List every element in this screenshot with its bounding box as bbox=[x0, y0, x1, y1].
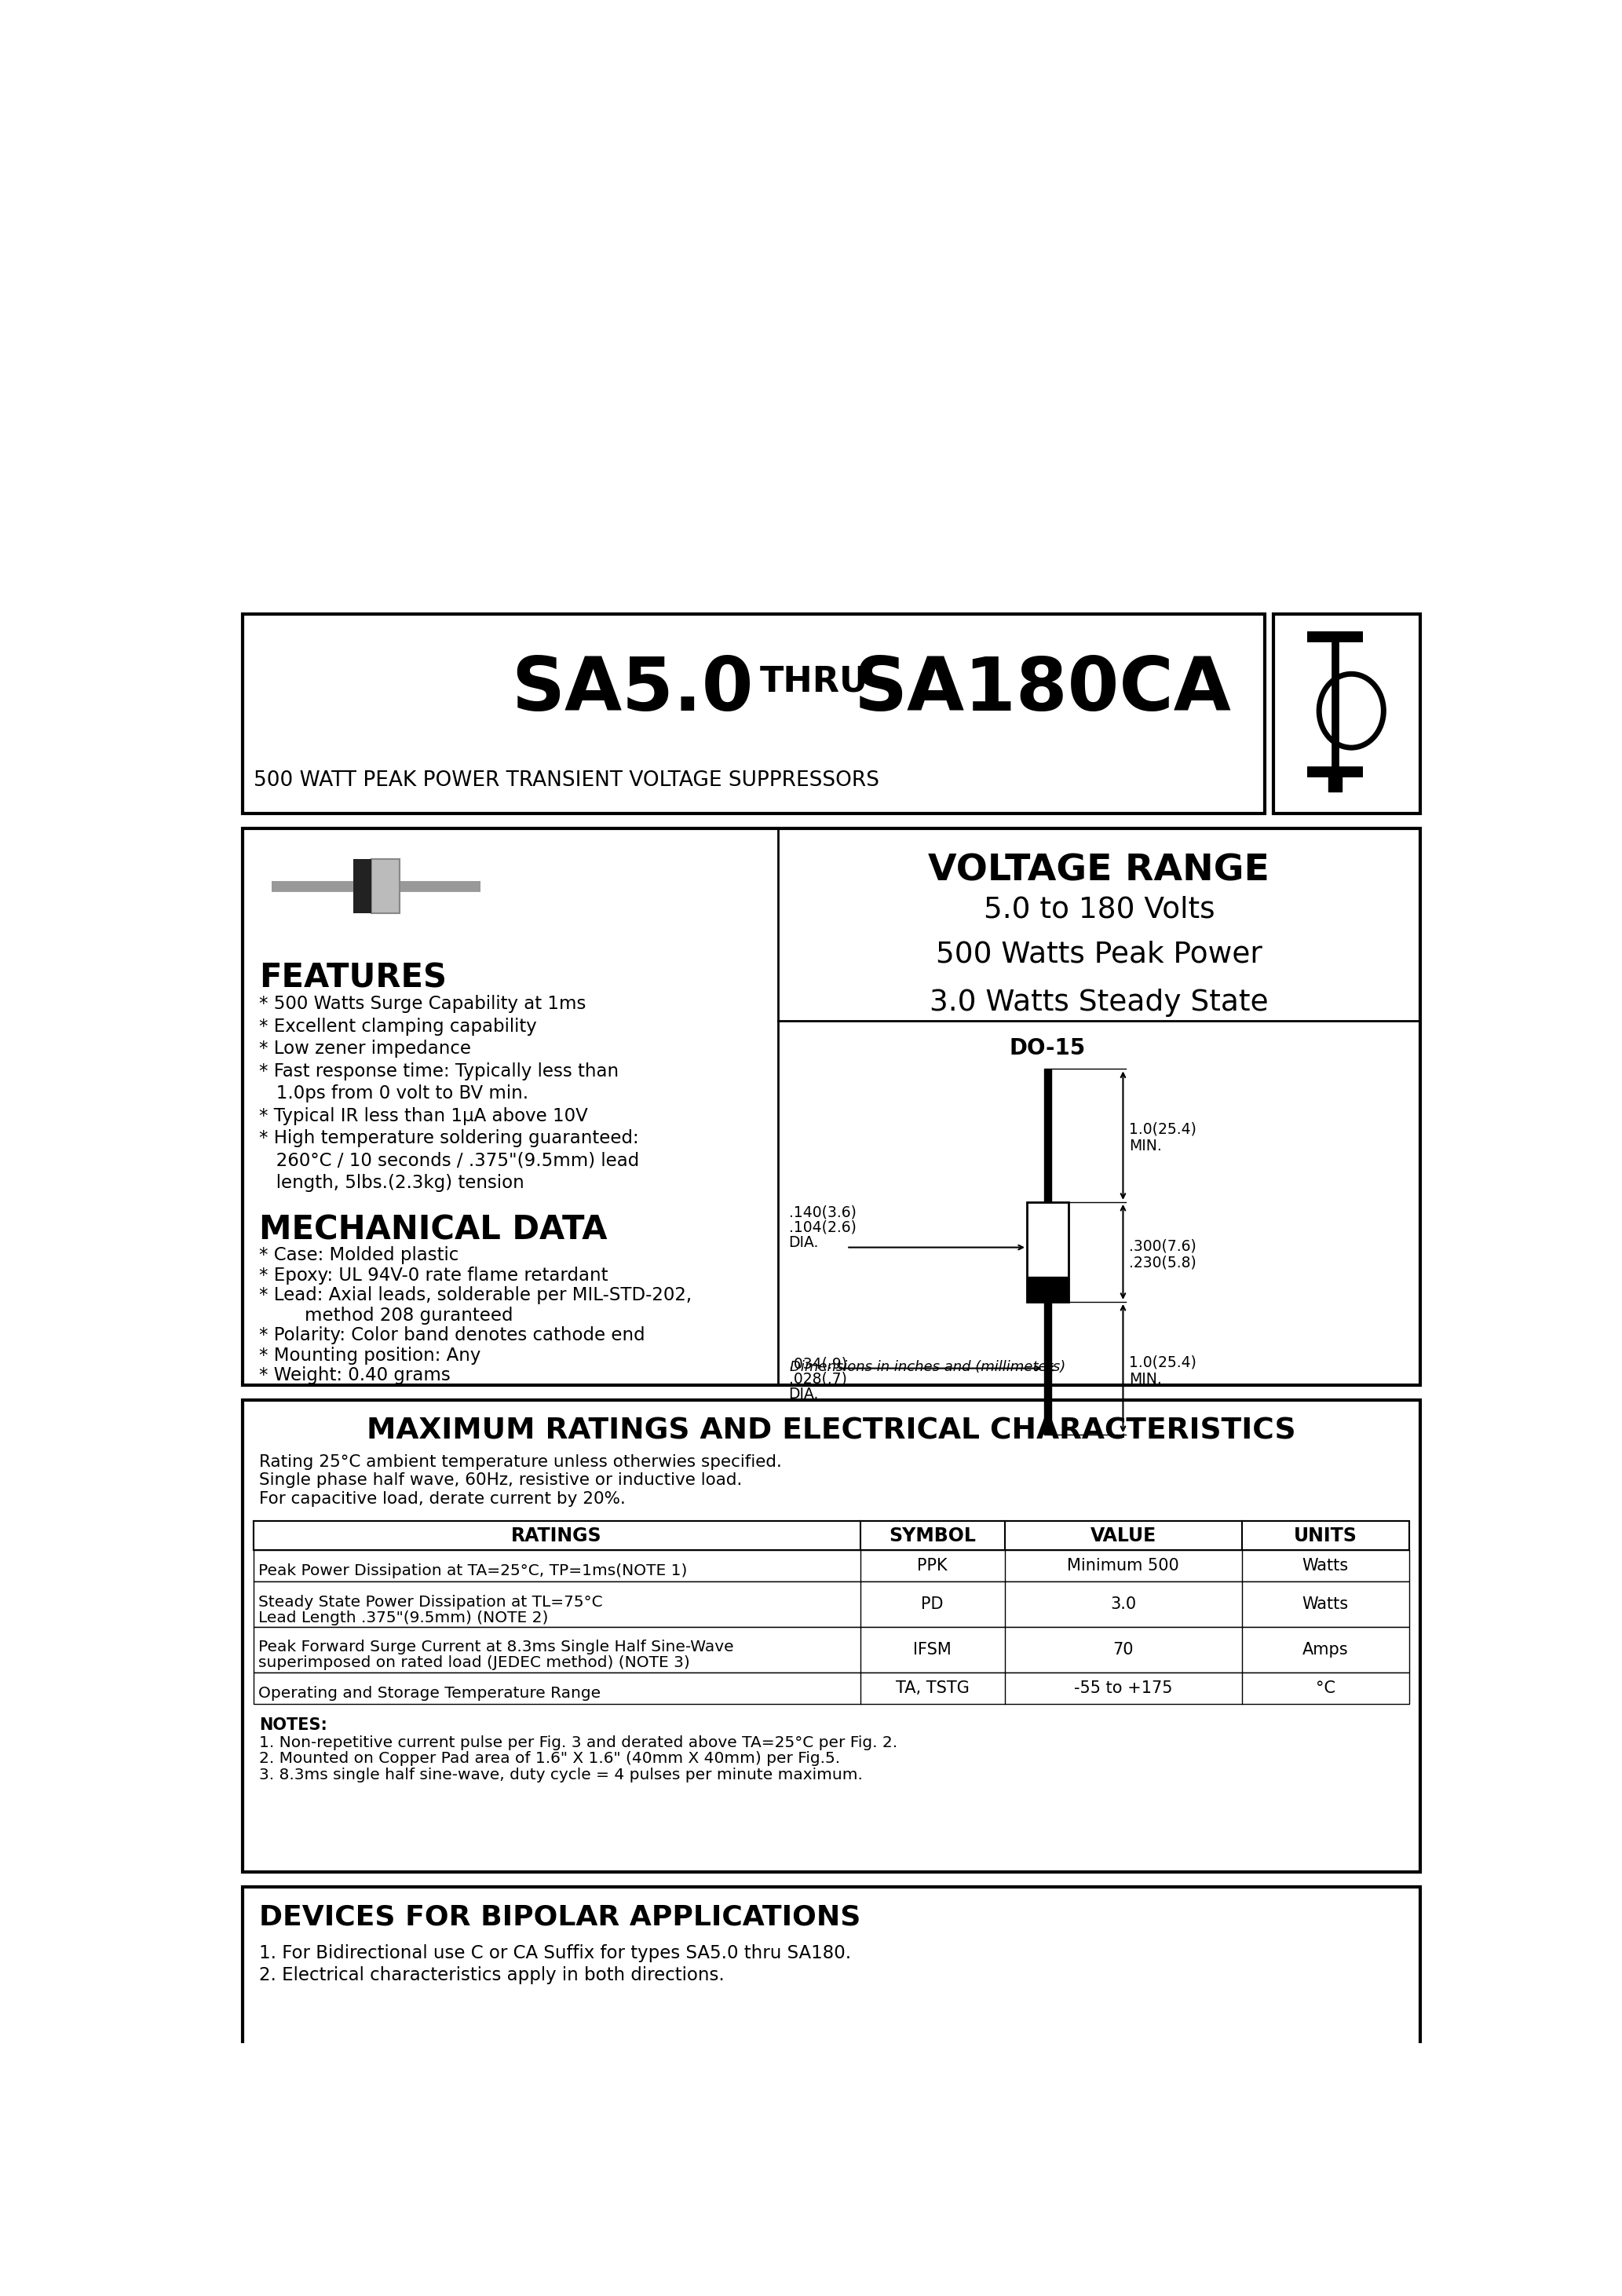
Text: UNITS: UNITS bbox=[1294, 1527, 1358, 1545]
Bar bbox=[242, 829, 1421, 1384]
Text: Watts: Watts bbox=[1302, 1596, 1350, 1612]
Text: Operating and Storage Temperature Range: Operating and Storage Temperature Range bbox=[258, 1685, 600, 1701]
Text: °C: °C bbox=[1315, 1681, 1335, 1697]
Bar bbox=[1328, 776, 1341, 792]
Text: IFSM: IFSM bbox=[913, 1642, 952, 1658]
Text: * Weight: 0.40 grams: * Weight: 0.40 grams bbox=[260, 1366, 451, 1384]
Text: MAXIMUM RATINGS AND ELECTRICAL CHARACTERISTICS: MAXIMUM RATINGS AND ELECTRICAL CHARACTER… bbox=[367, 1417, 1296, 1444]
Text: DEVICES FOR BIPOLAR APPLICATIONS: DEVICES FOR BIPOLAR APPLICATIONS bbox=[260, 1903, 861, 1931]
Text: 1.0ps from 0 volt to BV min.: 1.0ps from 0 volt to BV min. bbox=[260, 1084, 529, 1102]
Text: method 208 guranteed: method 208 guranteed bbox=[260, 1306, 513, 1325]
Text: SYMBOL: SYMBOL bbox=[889, 1527, 976, 1545]
Bar bbox=[253, 1520, 1410, 1550]
Text: RATINGS: RATINGS bbox=[511, 1527, 602, 1545]
Text: Peak Forward Surge Current at 8.3ms Single Half Sine-Wave: Peak Forward Surge Current at 8.3ms Sing… bbox=[258, 1639, 733, 1655]
Text: * Typical IR less than 1μA above 10V: * Typical IR less than 1μA above 10V bbox=[260, 1107, 589, 1125]
Text: MECHANICAL DATA: MECHANICAL DATA bbox=[260, 1212, 608, 1247]
Text: Minimum 500: Minimum 500 bbox=[1067, 1559, 1179, 1573]
Text: 260°C / 10 seconds / .375"(9.5mm) lead: 260°C / 10 seconds / .375"(9.5mm) lead bbox=[260, 1153, 639, 1169]
Text: * Fast response time: Typically less than: * Fast response time: Typically less tha… bbox=[260, 1063, 620, 1079]
Ellipse shape bbox=[1319, 675, 1384, 748]
Text: * High temperature soldering guaranteed:: * High temperature soldering guaranteed: bbox=[260, 1130, 639, 1148]
Text: * Low zener impedance: * Low zener impedance bbox=[260, 1040, 472, 1058]
Text: .028(.7): .028(.7) bbox=[788, 1371, 847, 1387]
Text: .300(7.6): .300(7.6) bbox=[1129, 1238, 1197, 1254]
Text: 500 WATT PEAK POWER TRANSIENT VOLTAGE SUPPRESSORS: 500 WATT PEAK POWER TRANSIENT VOLTAGE SU… bbox=[253, 769, 879, 790]
Text: 1. For Bidirectional use C or CA Suffix for types SA5.0 thru SA180.: 1. For Bidirectional use C or CA Suffix … bbox=[260, 1945, 852, 1963]
Text: DIA.: DIA. bbox=[788, 1235, 819, 1251]
Text: 1. Non-repetitive current pulse per Fig. 3 and derated above TA=25°C per Fig. 2.: 1. Non-repetitive current pulse per Fig.… bbox=[260, 1736, 897, 1750]
Bar bbox=[253, 1582, 1410, 1628]
Text: 2. Mounted on Copper Pad area of 1.6" X 1.6" (40mm X 40mm) per Fig.5.: 2. Mounted on Copper Pad area of 1.6" X … bbox=[260, 1752, 840, 1766]
Bar bbox=[253, 1628, 1410, 1671]
Bar bbox=[354, 859, 371, 914]
Text: Dimensions in inches and (millimeters): Dimensions in inches and (millimeters) bbox=[790, 1359, 1066, 1373]
Text: Watts: Watts bbox=[1302, 1559, 1350, 1573]
Text: 2. Electrical characteristics apply in both directions.: 2. Electrical characteristics apply in b… bbox=[260, 1965, 725, 1984]
Text: Single phase half wave, 60Hz, resistive or inductive load.: Single phase half wave, 60Hz, resistive … bbox=[260, 1472, 743, 1488]
Text: DIA.: DIA. bbox=[788, 1387, 819, 1401]
Text: TA, TSTG: TA, TSTG bbox=[895, 1681, 970, 1697]
Text: 3.0: 3.0 bbox=[1109, 1596, 1135, 1612]
Text: * Epoxy: UL 94V-0 rate flame retardant: * Epoxy: UL 94V-0 rate flame retardant bbox=[260, 1267, 608, 1283]
Bar bbox=[253, 1550, 1410, 1582]
Text: Steady State Power Dissipation at TL=75°C: Steady State Power Dissipation at TL=75°… bbox=[258, 1593, 602, 1609]
Text: * Excellent clamping capability: * Excellent clamping capability bbox=[260, 1017, 537, 1035]
Bar bbox=[1027, 1203, 1069, 1302]
Text: Lead Length .375"(9.5mm) (NOTE 2): Lead Length .375"(9.5mm) (NOTE 2) bbox=[258, 1609, 548, 1626]
Text: * 500 Watts Surge Capability at 1ms: * 500 Watts Surge Capability at 1ms bbox=[260, 994, 586, 1013]
Text: VOLTAGE RANGE: VOLTAGE RANGE bbox=[928, 852, 1270, 889]
Text: Amps: Amps bbox=[1302, 1642, 1348, 1658]
Text: SA180CA: SA180CA bbox=[853, 654, 1231, 726]
Text: PD: PD bbox=[921, 1596, 944, 1612]
Text: 5.0 to 180 Volts: 5.0 to 180 Volts bbox=[983, 895, 1215, 923]
Text: superimposed on rated load (JEDEC method) (NOTE 3): superimposed on rated load (JEDEC method… bbox=[258, 1655, 689, 1671]
Text: * Polarity: Color band denotes cathode end: * Polarity: Color band denotes cathode e… bbox=[260, 1327, 646, 1345]
Text: 1.0(25.4): 1.0(25.4) bbox=[1129, 1123, 1197, 1137]
Text: .104(2.6): .104(2.6) bbox=[788, 1219, 856, 1235]
Text: 1.0(25.4): 1.0(25.4) bbox=[1129, 1355, 1197, 1371]
Text: -55 to +175: -55 to +175 bbox=[1074, 1681, 1173, 1697]
Text: * Case: Molded plastic: * Case: Molded plastic bbox=[260, 1247, 459, 1265]
Text: 3. 8.3ms single half sine-wave, duty cycle = 4 pulses per minute maximum.: 3. 8.3ms single half sine-wave, duty cyc… bbox=[260, 1768, 863, 1782]
Bar bbox=[371, 859, 399, 914]
Text: .140(3.6): .140(3.6) bbox=[788, 1205, 856, 1219]
Text: .230(5.8): .230(5.8) bbox=[1129, 1256, 1197, 1270]
Bar bbox=[1045, 1302, 1051, 1435]
Text: DO-15: DO-15 bbox=[1009, 1038, 1085, 1058]
Bar bbox=[1273, 613, 1421, 813]
Text: FEATURES: FEATURES bbox=[260, 962, 448, 994]
Text: 500 Watts Peak Power: 500 Watts Peak Power bbox=[936, 941, 1262, 969]
Text: PPK: PPK bbox=[918, 1559, 947, 1573]
Text: Peak Power Dissipation at TA=25°C, TP=1ms(NOTE 1): Peak Power Dissipation at TA=25°C, TP=1m… bbox=[258, 1564, 688, 1577]
Bar bbox=[1027, 1277, 1069, 1302]
Text: SA5.0: SA5.0 bbox=[511, 654, 753, 726]
Text: 70: 70 bbox=[1113, 1642, 1134, 1658]
Text: .034(.9): .034(.9) bbox=[788, 1357, 847, 1371]
Text: For capacitive load, derate current by 20%.: For capacitive load, derate current by 2… bbox=[260, 1490, 626, 1506]
Text: * Mounting position: Any: * Mounting position: Any bbox=[260, 1345, 482, 1364]
Bar bbox=[253, 1671, 1410, 1704]
Bar bbox=[242, 1887, 1421, 2057]
Bar bbox=[242, 613, 1265, 813]
Text: MIN.: MIN. bbox=[1129, 1139, 1161, 1155]
Text: VALUE: VALUE bbox=[1090, 1527, 1156, 1545]
Text: MIN.: MIN. bbox=[1129, 1371, 1161, 1387]
Bar bbox=[1045, 1070, 1051, 1203]
Bar bbox=[253, 1520, 1410, 1550]
Text: 3.0 Watts Steady State: 3.0 Watts Steady State bbox=[929, 990, 1268, 1017]
Text: NOTES:: NOTES: bbox=[260, 1717, 328, 1733]
Bar bbox=[242, 1401, 1421, 1871]
Text: * Lead: Axial leads, solderable per MIL-STD-202,: * Lead: Axial leads, solderable per MIL-… bbox=[260, 1286, 693, 1304]
Text: Rating 25°C ambient temperature unless otherwies specified.: Rating 25°C ambient temperature unless o… bbox=[260, 1456, 782, 1469]
Text: THRU: THRU bbox=[759, 664, 868, 698]
Text: length, 5lbs.(2.3kg) tension: length, 5lbs.(2.3kg) tension bbox=[260, 1173, 524, 1192]
